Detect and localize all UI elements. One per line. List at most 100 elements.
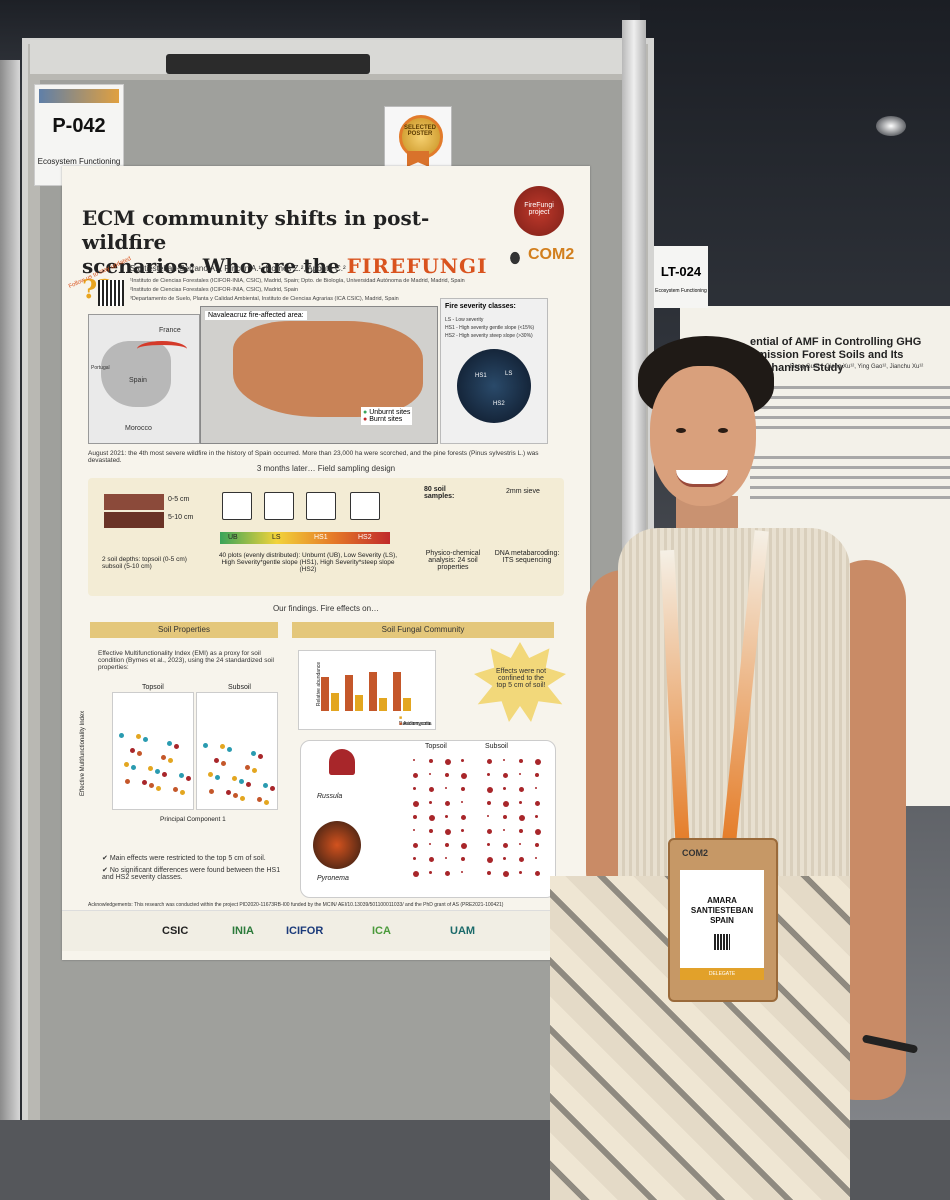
physchem-label: Physico-chemical analysis: 24 soil prope…: [425, 550, 481, 571]
scatter-point: [220, 744, 225, 749]
logo-icifor: ICIFOR: [286, 925, 324, 937]
star-text: Effects were not confined to the top 5 c…: [495, 668, 547, 689]
scatter-point: [143, 737, 148, 742]
genus-dot: [429, 773, 431, 775]
pyronema-label: Pyronema: [317, 875, 349, 882]
genus-dot: [413, 843, 418, 848]
genus-dot: [461, 773, 467, 779]
poster-title: ECM community shifts in post-wildfire sc…: [82, 206, 502, 303]
depth-label-1: 0-5 cm: [168, 496, 190, 503]
genus-dot: [413, 815, 417, 819]
bar-asco: [393, 672, 401, 711]
genus-dot: [413, 759, 415, 761]
bar-basidio: [379, 698, 387, 711]
genus-dot: [519, 871, 522, 874]
genus-dot: [519, 815, 525, 821]
text-line: [750, 416, 950, 419]
genus-dot: [519, 787, 524, 792]
genus-dot: [487, 759, 492, 764]
scatter-point: [246, 782, 251, 787]
neighbor-number-card: LT-024 Ecosystem Functioning: [654, 246, 708, 308]
board-rail: [166, 54, 370, 74]
scatter-point: [136, 734, 141, 739]
basidio-label: Basidiomycota: [399, 721, 432, 727]
scatter-point: [252, 768, 257, 773]
genus-dot: [503, 857, 506, 860]
severity-title: Fire severity classes:: [445, 303, 516, 310]
label-spain: Spain: [129, 377, 147, 384]
scatter-point: [221, 761, 226, 766]
scatter-point: [137, 751, 142, 756]
soil-samples-label: 80 soil samples:: [424, 486, 455, 500]
severity-panel: Fire severity classes: LS - Low severity…: [440, 298, 548, 444]
genus-topsoil: Topsoil: [425, 743, 447, 750]
genus-dot: [429, 787, 434, 792]
genus-dot: [413, 857, 416, 860]
arrow-icon: [137, 341, 187, 357]
findings-heading: Our findings. Fire effects on…: [272, 604, 380, 613]
depth-label-2: 5-10 cm: [168, 514, 194, 521]
label-france: France: [159, 327, 181, 334]
fire-area-map: Navaleacruz fire-affected area: ● Unburn…: [200, 306, 438, 444]
legend-basidio: ■ Basidiomycota: [399, 715, 432, 727]
scatter-point: [264, 800, 269, 805]
genus-dot: [503, 773, 508, 778]
text-line: [750, 406, 950, 409]
left-pole: [0, 60, 20, 1200]
text-line: [750, 386, 950, 389]
affiliation-1: ¹Instituto de Ciencias Forestales (ICIFO…: [130, 278, 465, 284]
genus-dot: [519, 829, 523, 833]
text-line: [750, 466, 950, 469]
iberia-map: France Spain Portugal Morocco: [88, 314, 200, 444]
scatter-point: [226, 790, 231, 795]
soil-layer-bottom: [104, 512, 164, 528]
neighbor-poster-title: ential of AMF in Controlling GHG Emissio…: [750, 336, 922, 374]
genus-dot: [445, 815, 448, 818]
genus-dot: [429, 843, 431, 845]
bar-basidio: [355, 695, 363, 711]
genus-dot: [503, 787, 506, 790]
scatter-point: [239, 779, 244, 784]
scatter-point: [124, 762, 129, 767]
scatter-point: [203, 743, 208, 748]
scatter-point: [161, 755, 166, 760]
badge-name: AMARA SANTIESTEBAN SPAIN: [690, 896, 754, 925]
grad-hs2: HS2: [358, 534, 372, 541]
genus-dot: [503, 843, 508, 848]
logo-csic: CSIC: [162, 925, 189, 937]
com2-logo-text: COM2: [528, 246, 575, 263]
badge-text: SELECTED POSTER: [403, 125, 436, 137]
genus-dot: [503, 759, 505, 761]
com2-logo: COM2: [502, 242, 582, 276]
genus-dot: [535, 829, 541, 835]
scatter-point: [125, 779, 130, 784]
neighbor-category: Ecosystem Functioning: [655, 288, 707, 294]
scatter-point: [131, 765, 136, 770]
plots-box: 40 plots (evenly distributed): Unburnt (…: [218, 552, 398, 573]
sampling-design-band: 0-5 cm 5-10 cm UB LS HS1 HS2 2 soil dept…: [88, 478, 564, 596]
text-line: [750, 426, 950, 429]
bullet-1-text: Main effects were restricted to the top …: [109, 855, 266, 862]
grad-ls: LS: [272, 534, 281, 541]
scatter-point: [156, 786, 161, 791]
ribbon-icon: [407, 151, 429, 167]
scatter-point: [258, 754, 263, 759]
scatter-point: [215, 775, 220, 780]
scatter-point: [209, 789, 214, 794]
genus-dot: [519, 801, 522, 804]
subsoil-scatter: [196, 692, 278, 810]
ceiling-light: [876, 116, 906, 136]
severity-ls: LS - Low severity: [445, 317, 484, 323]
grad-ub: UB: [228, 534, 238, 541]
scatter-point: [168, 758, 173, 763]
genus-dot: [413, 773, 418, 778]
funder-logos: CSIC INIA ICIFOR ICA UAM: [62, 910, 590, 951]
sieve-label: 2mm sieve: [506, 488, 540, 495]
scatter-point: [251, 751, 256, 756]
genus-dot: [461, 815, 466, 820]
dna-label: DNA metabarcoding: ITS sequencing: [494, 550, 560, 564]
genus-dot: [503, 829, 505, 831]
genus-dot: [445, 829, 451, 835]
emi-ylabel: Effective Multifunctionality Index: [80, 710, 86, 796]
genus-dot: [429, 857, 434, 862]
